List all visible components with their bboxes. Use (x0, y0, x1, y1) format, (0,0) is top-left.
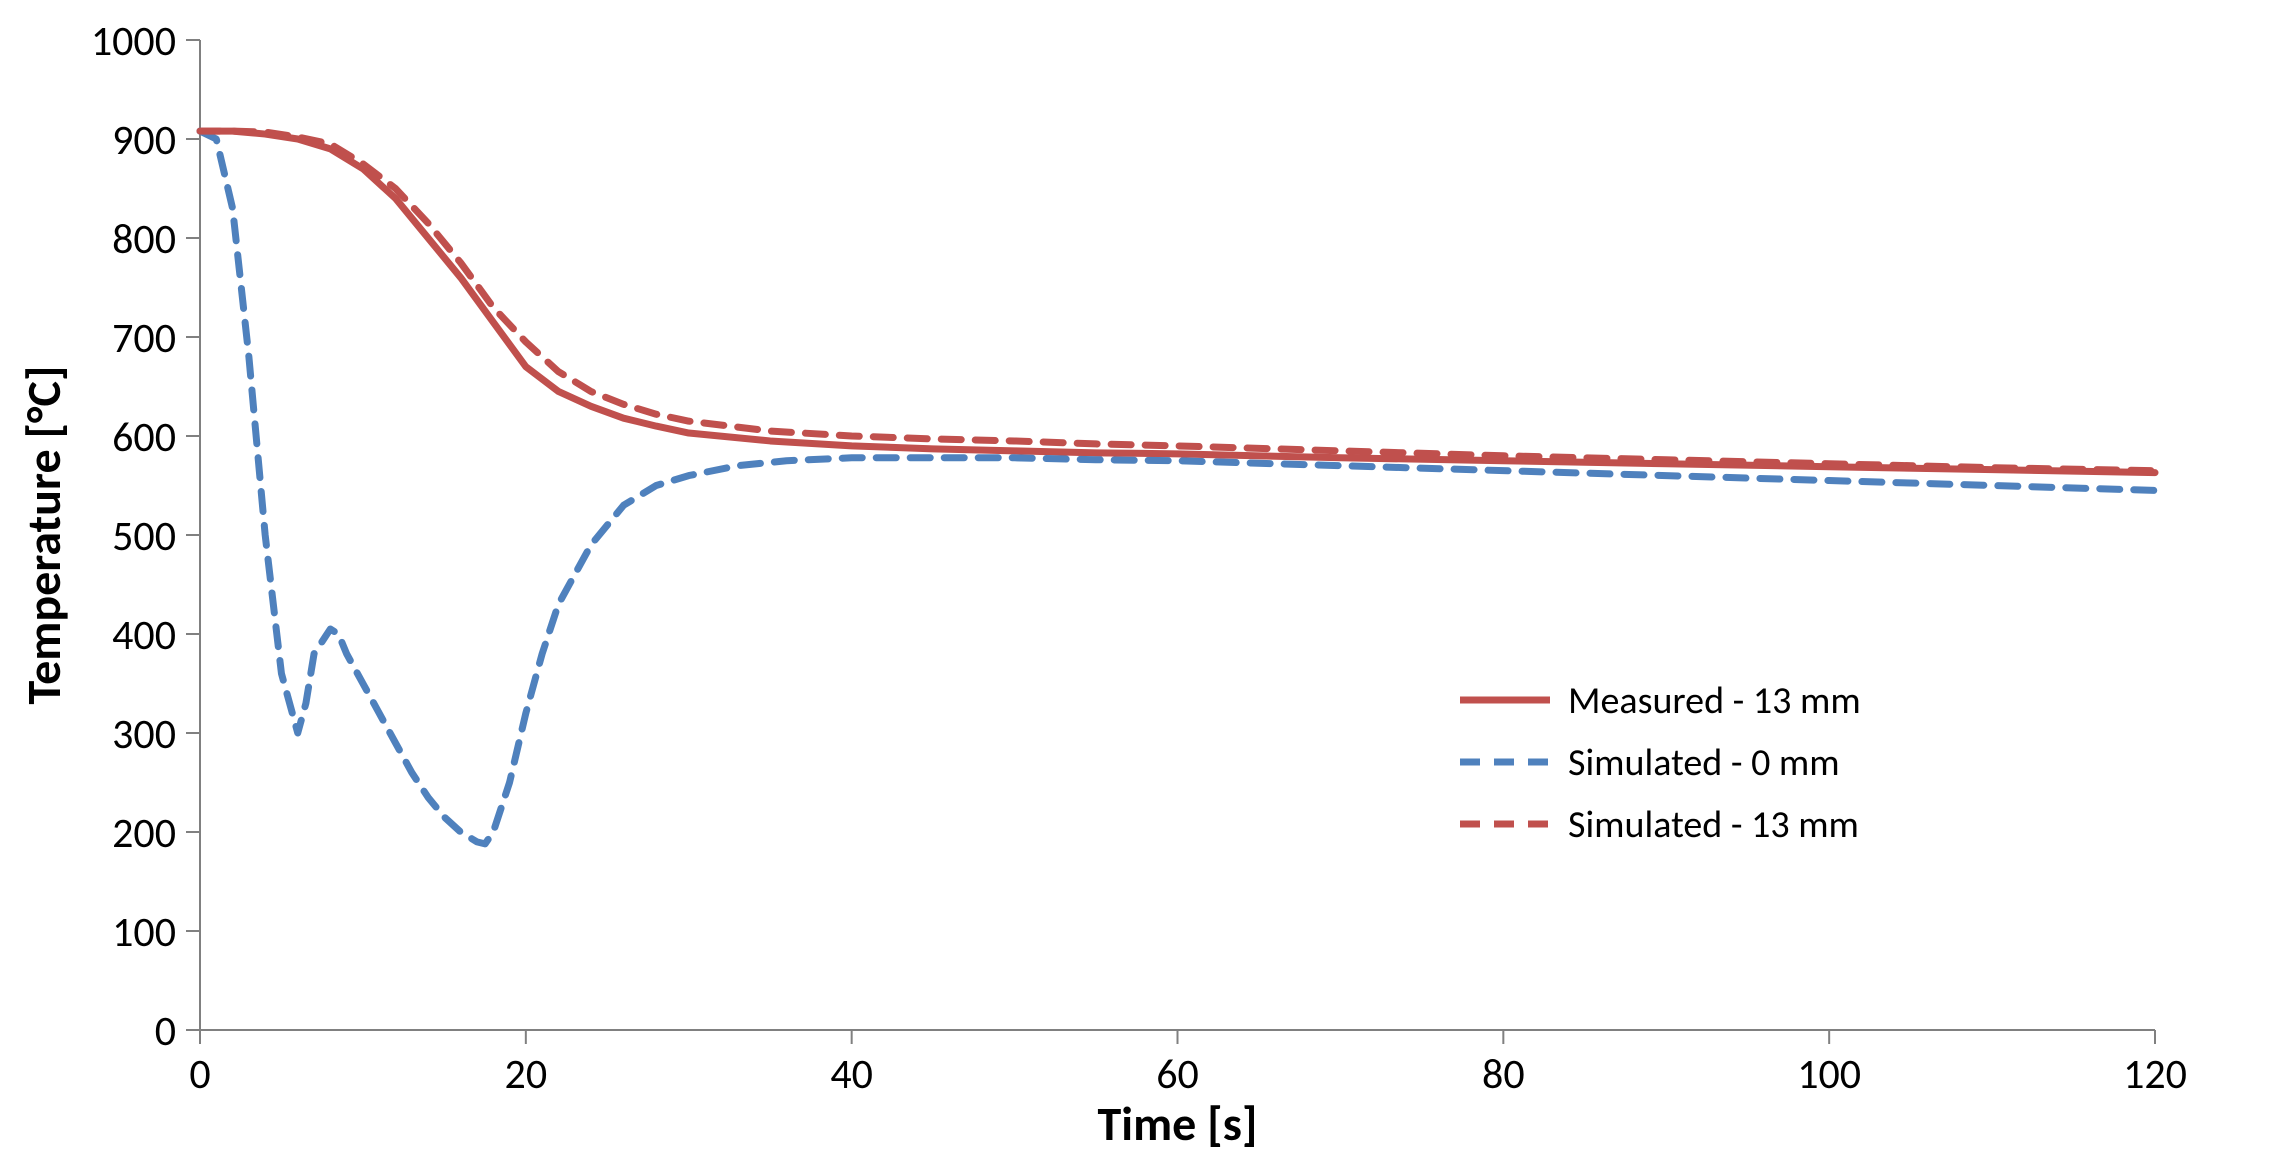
x-tick-label: 60 (1156, 1049, 1199, 1100)
y-tick-label: 500 (112, 511, 176, 562)
x-tick-label: 20 (505, 1049, 548, 1100)
plot-background (0, 0, 2289, 1161)
y-tick-label: 100 (112, 907, 176, 958)
y-tick-label: 900 (112, 115, 176, 166)
chart-container: 0 100 200 300 400 500 600 700 800 900 1000 0 20 40 60 8… (0, 0, 2289, 1161)
x-axis-title: Time [s] (1098, 1094, 1258, 1153)
y-tick-label: 700 (112, 313, 176, 364)
x-tick-label: 40 (830, 1049, 873, 1100)
y-tick-label: 1000 (91, 16, 176, 67)
x-tick-label: 0 (189, 1049, 210, 1100)
legend-label-measured-13mm: Measured - 13 mm (1568, 678, 1861, 724)
legend-label-simulated-0mm: Simulated - 0 mm (1568, 740, 1840, 786)
x-tick-label: 80 (1482, 1049, 1525, 1100)
temperature-time-chart: 0 100 200 300 400 500 600 700 800 900 1000 0 20 40 60 8… (0, 0, 2289, 1161)
y-tick-label: 800 (112, 214, 176, 265)
y-tick-label: 600 (112, 412, 176, 463)
y-tick-label: 400 (112, 610, 176, 661)
y-tick-label: 200 (112, 808, 176, 859)
y-axis-title: Temperature [°C] (14, 366, 73, 705)
x-tick-label: 100 (1797, 1049, 1861, 1100)
legend-label-simulated-13mm: Simulated - 13 mm (1568, 802, 1859, 848)
x-tick-label: 120 (2123, 1049, 2187, 1100)
y-tick-label: 300 (112, 709, 176, 760)
y-tick-label: 0 (155, 1006, 176, 1057)
